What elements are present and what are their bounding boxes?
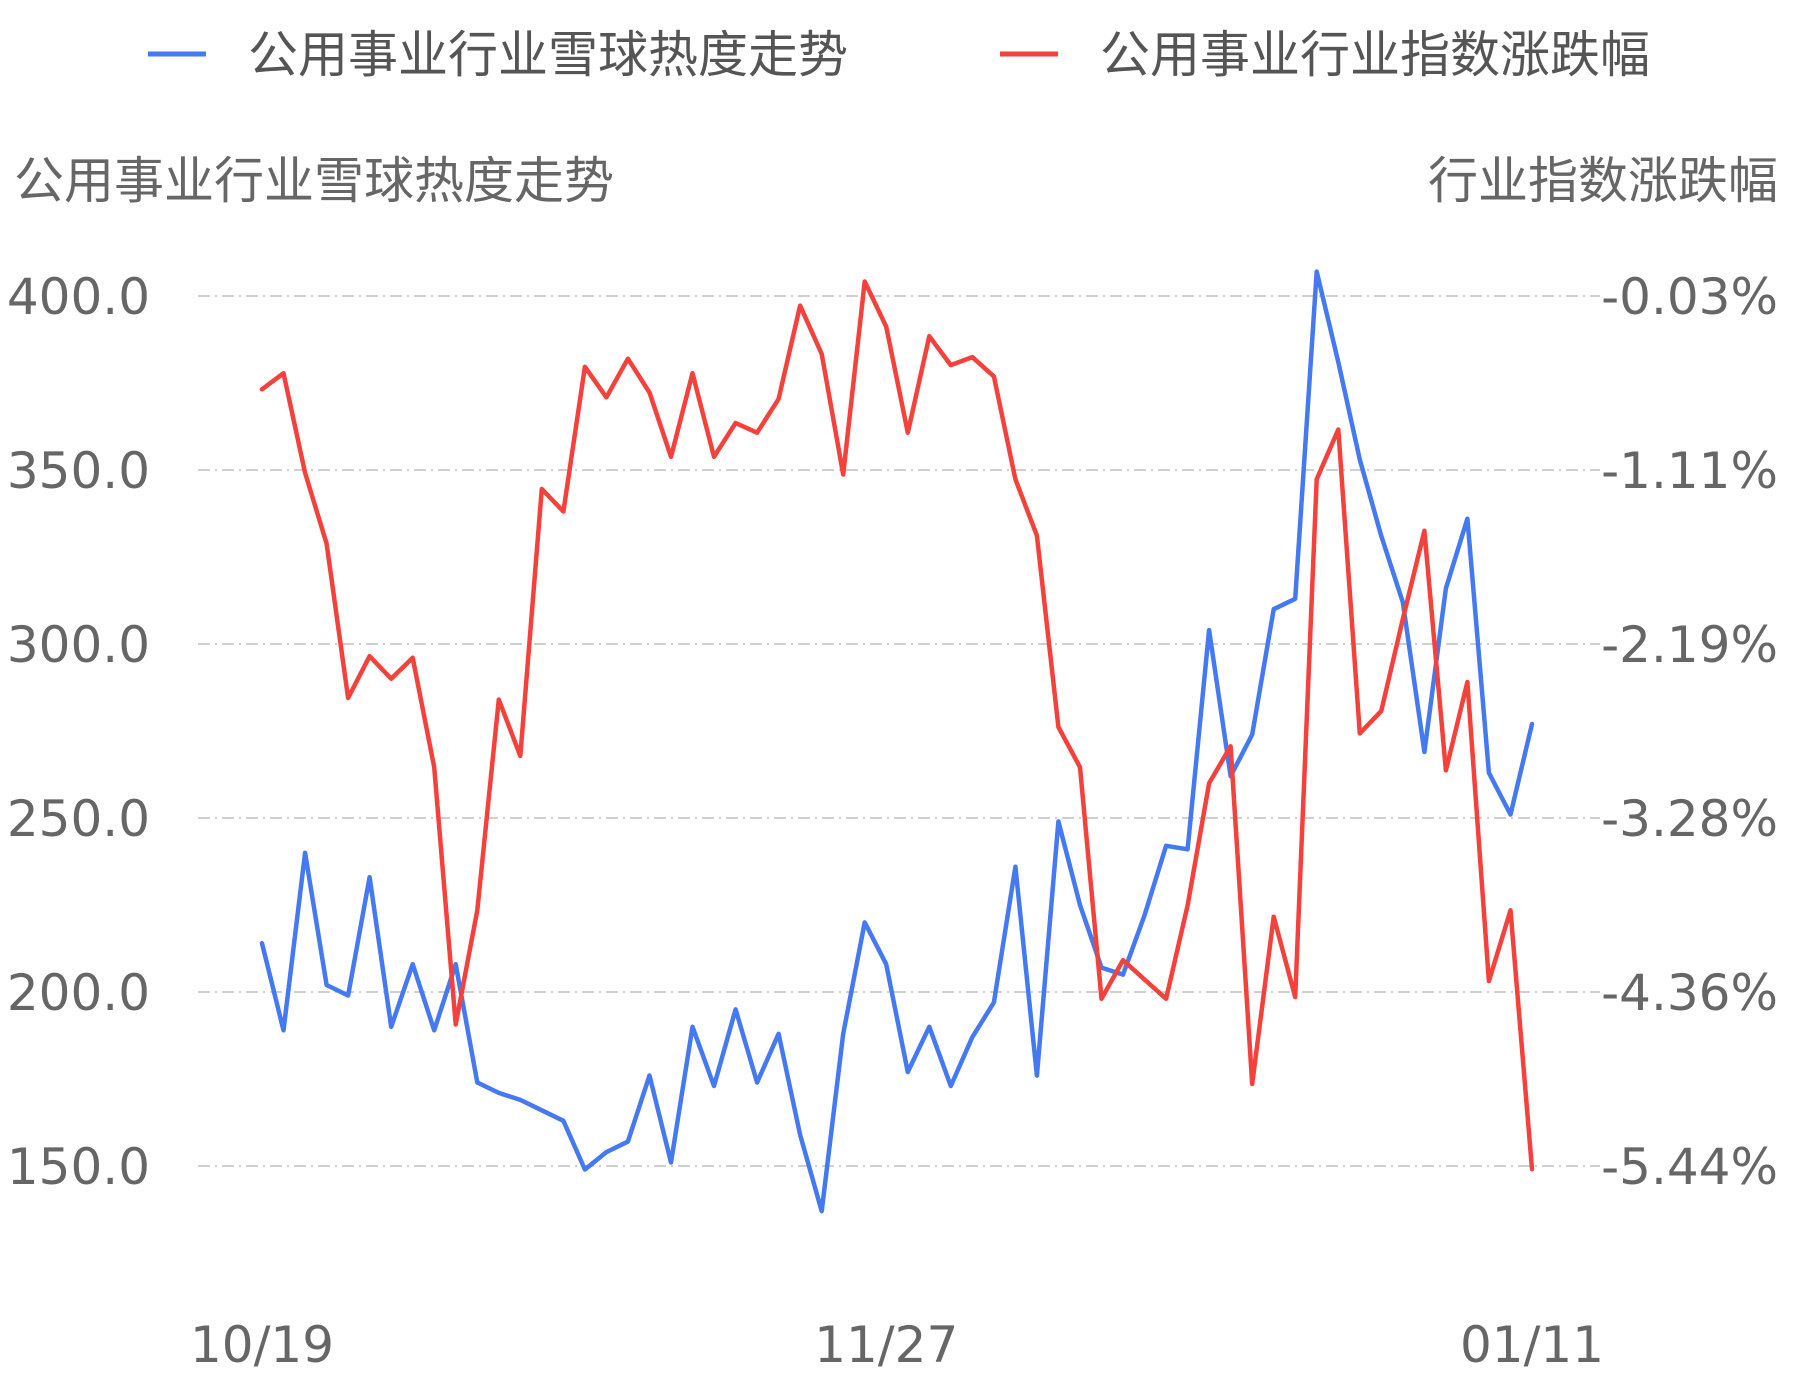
left-tick-label: 250.0 xyxy=(7,790,150,848)
right-tick-label: -1.11% xyxy=(1601,442,1778,500)
right-axis-title: 行业指数涨跌幅 xyxy=(1428,152,1778,210)
right-axis-ticks: -0.03% -1.11% -2.19% -3.28% -4.36% -5.44% xyxy=(1601,268,1778,1196)
right-tick-label: -5.44% xyxy=(1601,1138,1778,1196)
x-tick-label: 01/11 xyxy=(1460,1316,1604,1374)
left-tick-label: 300.0 xyxy=(7,616,150,674)
gridlines xyxy=(198,295,1600,1167)
right-tick-label: -3.28% xyxy=(1601,790,1778,848)
series-lines xyxy=(259,269,1535,1214)
x-tick-label: 10/19 xyxy=(190,1316,334,1374)
left-tick-label: 150.0 xyxy=(7,1138,150,1196)
chart-legend: 公用事业行业雪球热度走势 公用事业行业指数涨跌幅 xyxy=(148,26,1650,84)
x-tick-label: 11/27 xyxy=(814,1316,958,1374)
right-tick-label: -2.19% xyxy=(1601,616,1778,674)
left-tick-label: 200.0 xyxy=(7,964,150,1022)
left-axis-title: 公用事业行业雪球热度走势 xyxy=(14,152,614,210)
legend-label-heat: 公用事业行业雪球热度走势 xyxy=(248,26,848,84)
right-tick-label: -0.03% xyxy=(1601,268,1778,326)
left-tick-label: 350.0 xyxy=(7,442,150,500)
right-tick-label: -4.36% xyxy=(1601,964,1778,1022)
left-tick-label: 400.0 xyxy=(7,268,150,326)
index-series-line xyxy=(259,279,1535,1172)
heat-series-line xyxy=(259,269,1535,1214)
left-axis-ticks: 400.0 350.0 300.0 250.0 200.0 150.0 xyxy=(7,268,150,1196)
legend-label-index: 公用事业行业指数涨跌幅 xyxy=(1100,26,1650,84)
x-axis-ticks: 10/19 11/27 01/11 xyxy=(190,1316,1604,1374)
